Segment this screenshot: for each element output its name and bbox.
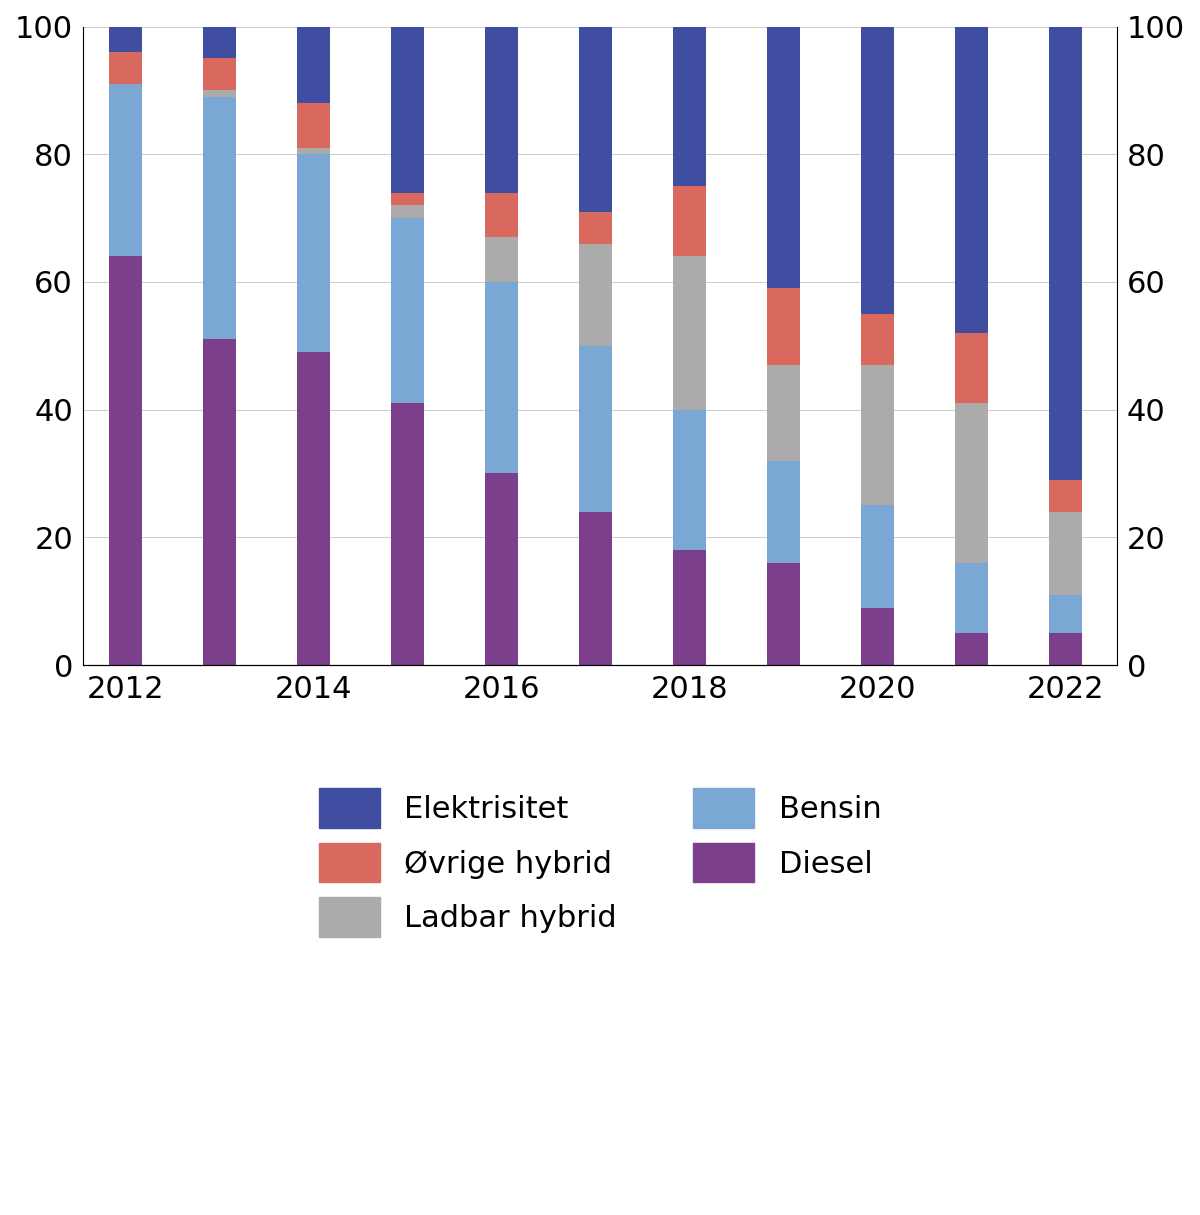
Bar — [578, 243, 612, 346]
Bar — [673, 27, 706, 186]
Bar — [391, 192, 424, 205]
Bar — [767, 288, 800, 364]
Bar — [578, 346, 612, 512]
Bar — [391, 27, 424, 192]
Bar — [391, 217, 424, 403]
Bar — [296, 103, 330, 148]
Bar — [955, 333, 988, 403]
Bar — [485, 27, 517, 192]
Bar — [955, 27, 988, 333]
Bar — [673, 409, 706, 550]
Bar — [485, 282, 517, 474]
Bar — [109, 84, 142, 256]
Bar — [1049, 512, 1082, 595]
Bar — [485, 474, 517, 665]
Bar — [860, 364, 894, 505]
Bar — [296, 154, 330, 352]
Bar — [296, 352, 330, 665]
Bar — [296, 148, 330, 154]
Bar — [767, 364, 800, 460]
Bar — [578, 512, 612, 665]
Bar — [203, 27, 235, 58]
Bar — [955, 633, 988, 665]
Bar — [109, 256, 142, 665]
Bar — [673, 550, 706, 665]
Bar — [296, 27, 330, 103]
Bar — [955, 563, 988, 633]
Bar — [485, 237, 517, 282]
Bar — [860, 505, 894, 608]
Bar — [673, 186, 706, 256]
Bar — [203, 339, 235, 665]
Bar — [673, 256, 706, 409]
Bar — [1049, 480, 1082, 512]
Bar — [109, 27, 142, 52]
Bar — [767, 563, 800, 665]
Bar — [203, 90, 235, 97]
Bar — [860, 313, 894, 364]
Bar — [578, 27, 612, 211]
Bar — [767, 460, 800, 563]
Bar — [391, 205, 424, 217]
Bar — [1049, 633, 1082, 665]
Bar — [767, 27, 800, 288]
Bar — [485, 192, 517, 237]
Bar — [391, 403, 424, 665]
Bar — [109, 52, 142, 84]
Bar — [203, 58, 235, 90]
Bar — [860, 608, 894, 665]
Bar — [860, 27, 894, 313]
Bar — [1049, 27, 1082, 480]
Bar — [203, 97, 235, 339]
Bar — [955, 403, 988, 563]
Bar — [1049, 595, 1082, 633]
Legend: Elektrisitet, Øvrige hybrid, Ladbar hybrid, Bensin, Diesel, : Elektrisitet, Øvrige hybrid, Ladbar hybr… — [306, 776, 894, 949]
Bar — [578, 211, 612, 243]
